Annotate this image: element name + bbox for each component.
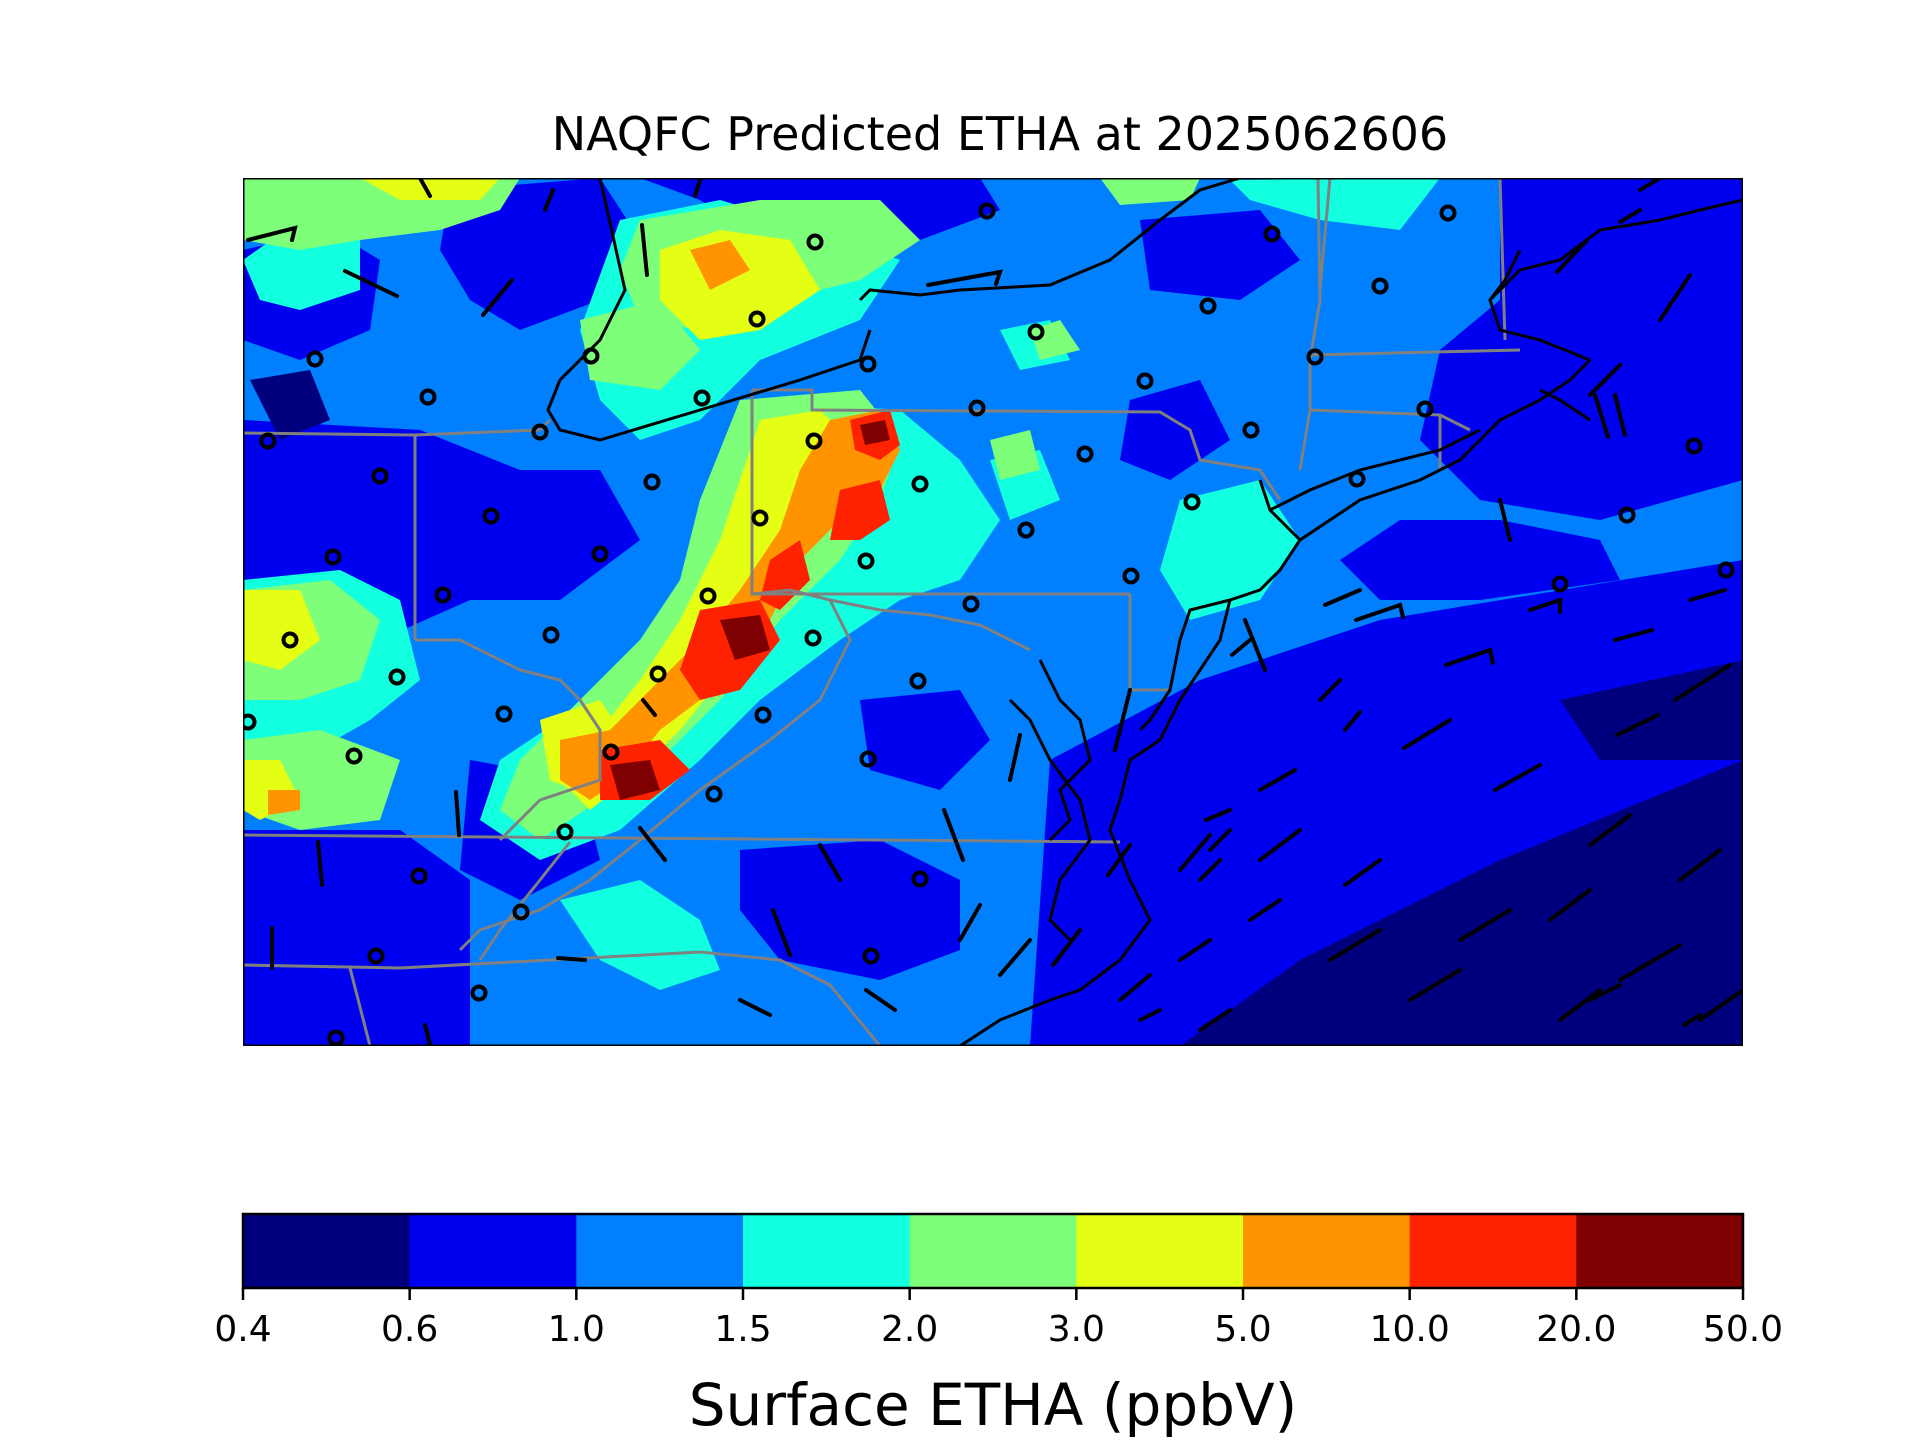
colorbar-segment xyxy=(576,1214,744,1288)
colorbar-tick-label: 5.0 xyxy=(1214,1309,1271,1350)
state-borders xyxy=(243,178,1521,1046)
colorbar-ticks: 0.4 0.6 1.0 1.5 2.0 3.0 5.0 10.0 20.0 50.0 xyxy=(214,1288,1783,1350)
colorbar-tick-label: 3.0 xyxy=(1048,1309,1105,1350)
colorbar-tick-label: 1.5 xyxy=(714,1309,771,1350)
colorbar-segment xyxy=(743,1214,911,1288)
colorbar-frame xyxy=(241,1212,1745,1290)
colorbar-label: Surface ETHA (ppbV) xyxy=(689,1371,1298,1439)
coastlines xyxy=(546,178,1743,1046)
colorbar-segment xyxy=(1076,1214,1244,1288)
colorbar-tick-label: 20.0 xyxy=(1536,1309,1616,1350)
colorbar-segment xyxy=(1576,1214,1744,1288)
colorbar-segment xyxy=(1409,1214,1577,1288)
colorbar-tick-label: 2.0 xyxy=(881,1309,938,1350)
colorbar-segment xyxy=(243,1214,411,1288)
monitoring-sites xyxy=(243,202,1735,1046)
colorbar-segment xyxy=(1243,1214,1411,1288)
map-panel xyxy=(243,178,1743,1046)
wind-barbs xyxy=(246,178,1743,1046)
colorbar-segment xyxy=(409,1214,577,1288)
field-level-0.4 xyxy=(250,370,1743,1046)
colorbar-tick-label: 0.4 xyxy=(214,1309,271,1350)
colorbar-tick-label: 1.0 xyxy=(548,1309,605,1350)
colorbar-segment xyxy=(909,1214,1077,1288)
colorbar xyxy=(241,1212,1745,1290)
field-level-20.0 xyxy=(610,420,890,800)
colorbar-tick-label: 50.0 xyxy=(1703,1309,1783,1350)
colorbar-tick-label: 0.6 xyxy=(381,1309,438,1350)
colorbar-tick-label: 10.0 xyxy=(1370,1309,1450,1350)
map-title: NAQFC Predicted ETHA at 2025062606 xyxy=(552,107,1448,161)
